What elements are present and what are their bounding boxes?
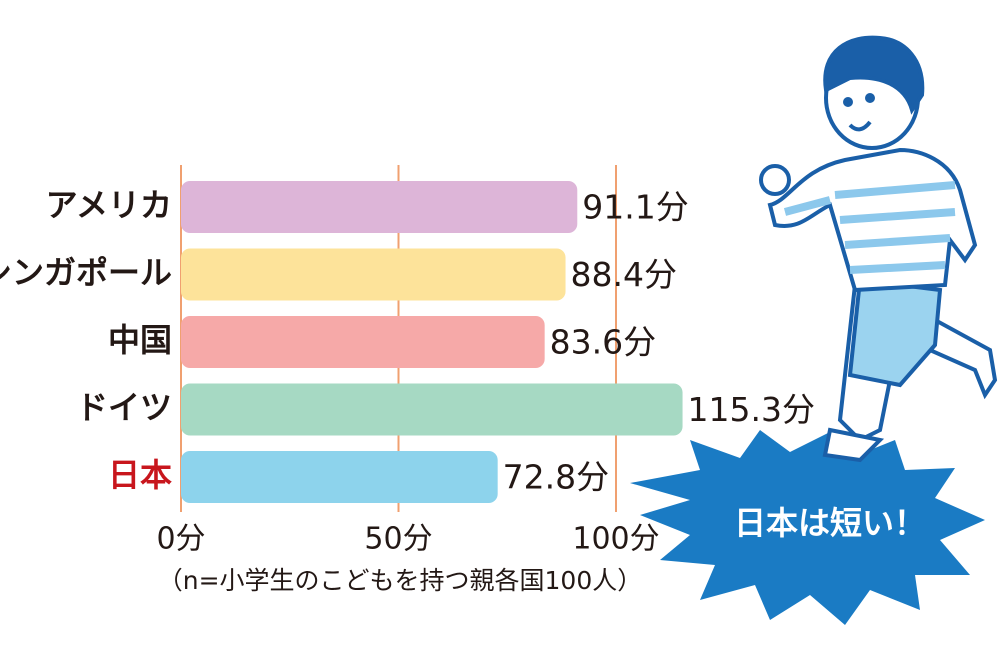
bar [181,181,578,233]
x-tick-label: 100分 [572,522,659,557]
value-label: 83.6分 [550,323,656,362]
category-label: ドイツ [76,389,172,427]
bar [181,451,498,503]
category-label: 中国 [108,321,172,359]
value-label: 91.1分 [582,188,688,227]
value-label: 88.4分 [571,255,677,294]
x-tick-label: 50分 [364,522,432,557]
category-label: アメリカ [46,186,172,224]
note: （n=小学生のこどもを持つ親各国100人） [158,566,643,595]
boy-illustration [759,35,998,463]
callout-text: 日本は短い！ [734,504,926,542]
value-label: 115.3分 [688,390,815,429]
category-label: シンガポール [0,254,172,292]
bar [181,383,683,436]
bar [181,316,545,368]
callout-burst [630,430,985,625]
x-tick-label: 0分 [156,522,205,557]
bar [181,248,566,301]
value-label: 72.8分 [503,458,609,497]
category-label: 日本 [108,456,172,494]
